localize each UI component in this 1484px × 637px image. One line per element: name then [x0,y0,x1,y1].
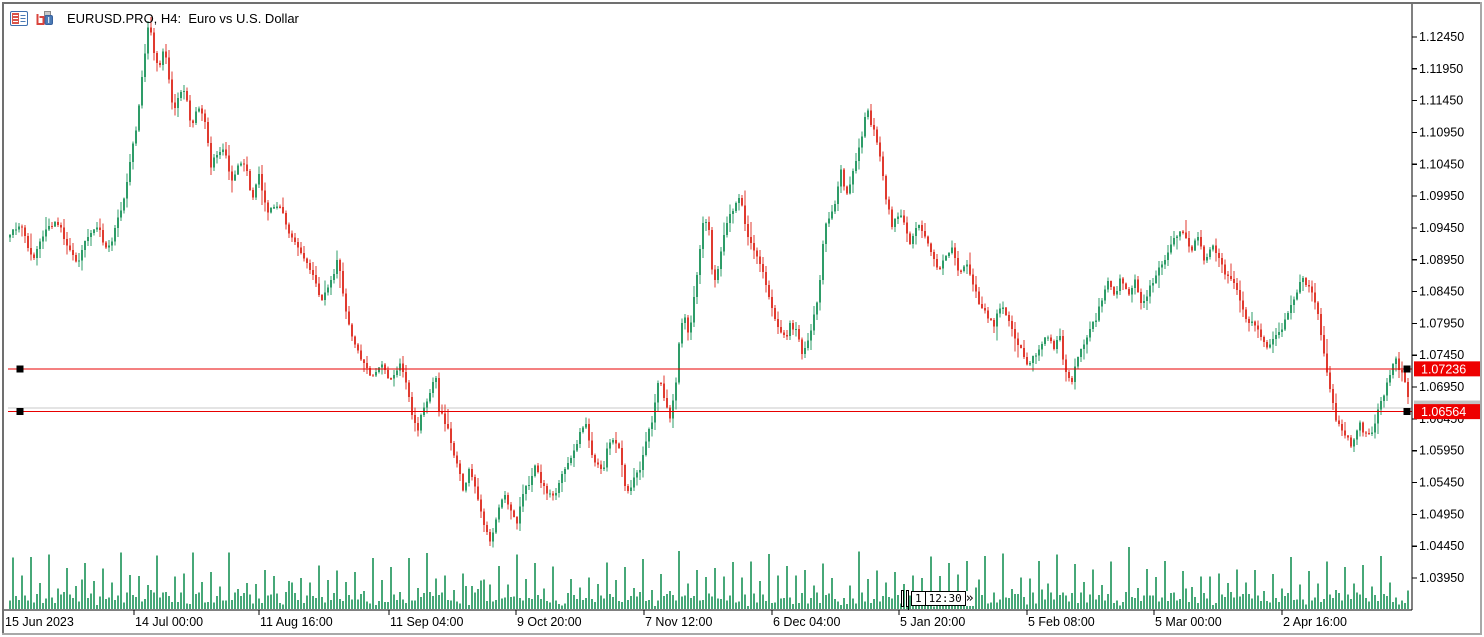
hline-handle[interactable] [16,365,24,373]
hline-price-tag: 1.07236 [1421,362,1466,376]
y-tick-label: 1.12450 [1419,30,1464,44]
hline-handle[interactable] [16,408,24,416]
x-tick-label: 15 Jun 2023 [5,615,74,629]
x-tick-label: 5 Feb 08:00 [1028,615,1095,629]
y-tick-label: 1.09450 [1419,221,1464,235]
drag-grip-icon [901,590,909,607]
y-tick-label: 1.05950 [1419,444,1464,458]
hline-handle[interactable] [1403,408,1411,416]
x-tick-label: 5 Mar 00:00 [1155,615,1222,629]
chart-shift-icon[interactable] [35,10,54,26]
y-tick-label: 1.08450 [1419,285,1464,299]
x-tick-label: 7 Nov 12:00 [645,615,712,629]
horizontal-line-objects[interactable] [8,365,1412,416]
x-tick-label: 6 Dec 04:00 [773,615,840,629]
candlesticks [9,17,1409,548]
y-tick-label: 1.07450 [1419,348,1464,362]
y-tick-label: 1.10950 [1419,125,1464,139]
chart-title-bar: EURUSD.PRO, H4: Euro vs U.S. Dollar [10,9,299,27]
y-tick-label: 1.09950 [1419,189,1464,203]
y-tick-label: 1.04950 [1419,507,1464,521]
volume-bars [9,547,1409,609]
countdown-time: 12:30 [924,591,966,606]
y-tick-label: 1.11950 [1419,62,1463,76]
chevron-right-icon: » [965,591,974,606]
y-tick-label: 1.04450 [1419,539,1464,553]
x-tick-label: 5 Jan 20:00 [900,615,965,629]
y-tick-label: 1.06950 [1419,380,1464,394]
y-tick-label: 1.11450 [1419,94,1463,108]
y-tick-label: 1.07950 [1419,316,1464,330]
countdown-hours: 1 [911,591,926,606]
hline-price-tag: 1.06564 [1421,405,1466,419]
axis-price-tags: 1.07236 1.06564 [1414,361,1481,420]
chart-title: EURUSD.PRO, H4: Euro vs U.S. Dollar [67,10,299,26]
axes[interactable]: 1.12450 1.11950 1.11450 1.10950 1.10450 1.099… [3,4,1464,629]
x-tick-label: 2 Apr 16:00 [1283,615,1347,629]
x-tick-label: 11 Aug 16:00 [260,615,333,629]
x-tick-label: 11 Sep 04:00 [390,615,463,629]
y-tick-label: 1.05450 [1419,476,1464,490]
y-tick-label: 1.08950 [1419,253,1464,267]
bar-countdown-widget[interactable]: 1 12:30 » [901,589,974,608]
y-tick-label: 1.03950 [1419,571,1464,585]
x-tick-label: 14 Jul 00:00 [135,615,203,629]
hline-handle[interactable] [1403,365,1411,373]
x-tick-label: 9 Oct 20:00 [517,615,582,629]
y-tick-label: 1.10450 [1419,157,1464,171]
quotes-list-icon[interactable] [10,10,28,26]
